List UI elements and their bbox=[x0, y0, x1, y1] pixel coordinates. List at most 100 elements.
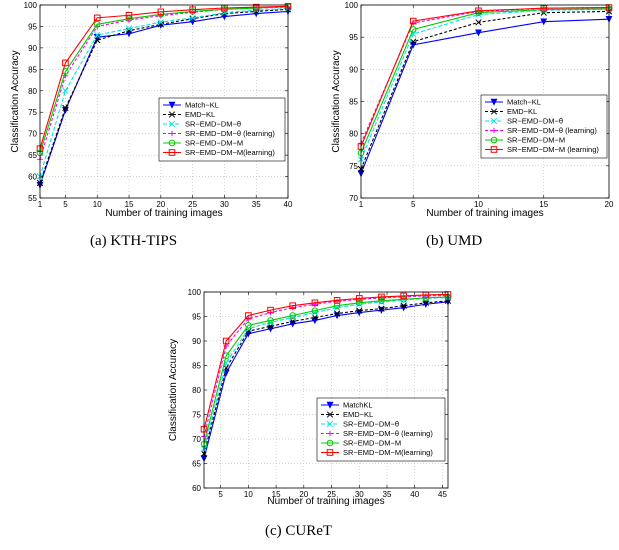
plot-frame bbox=[39, 4, 289, 199]
y-tick-label: 90 bbox=[192, 337, 201, 346]
x-tick-label: 10 bbox=[244, 490, 253, 499]
legend-label-0: MatchKL bbox=[343, 401, 373, 410]
x-tick-label: 35 bbox=[252, 200, 261, 209]
x-axis-label: Number of training images bbox=[426, 208, 543, 219]
x-tick-label: 5 bbox=[218, 490, 223, 499]
legend-label-4: SR−EMD−DM−M bbox=[507, 136, 565, 145]
caption-a: (a) KTH-TIPS bbox=[90, 233, 178, 249]
data-point bbox=[94, 31, 101, 39]
data-point bbox=[311, 307, 319, 314]
legend-marker-0 bbox=[490, 98, 498, 106]
y-tick-label: 65 bbox=[192, 460, 201, 469]
series-line-5 bbox=[39, 5, 289, 149]
series-line-2 bbox=[360, 8, 610, 160]
data-point bbox=[289, 312, 297, 319]
x-tick-label: 15 bbox=[125, 200, 134, 209]
legend-label-5: SR−EMD−DM−M (learning) bbox=[507, 145, 599, 154]
y-tick-label: 75 bbox=[192, 411, 201, 420]
y-tick-label: 95 bbox=[349, 33, 358, 42]
series-line-3 bbox=[203, 294, 449, 437]
legend-label-1: EMD−KL bbox=[507, 107, 537, 116]
legend-marker-4 bbox=[490, 136, 498, 144]
legend-label-2: SR−EMD−DM−θ bbox=[185, 120, 241, 129]
y-tick-label: 100 bbox=[345, 1, 359, 10]
legend-label-4: SR−EMD−DM−M bbox=[343, 439, 401, 448]
data-point bbox=[189, 6, 196, 14]
legend-marker-4 bbox=[326, 439, 334, 447]
y-tick-label: 100 bbox=[188, 288, 202, 297]
y-tick-label: 60 bbox=[192, 484, 201, 493]
legend-label-0: Match−KL bbox=[507, 98, 541, 107]
x-tick-label: 10 bbox=[474, 200, 483, 209]
data-point bbox=[94, 37, 101, 44]
plot-frame bbox=[360, 4, 610, 199]
y-tick-label: 85 bbox=[28, 65, 37, 74]
legend-marker-3 bbox=[491, 127, 497, 134]
data-point bbox=[157, 19, 164, 26]
series-line-5 bbox=[203, 293, 449, 430]
legend-marker-0 bbox=[168, 101, 176, 109]
legend-label-2: SR−EMD−DM−θ bbox=[343, 420, 399, 429]
y-tick-label: 60 bbox=[28, 173, 37, 182]
x-tick-label: 30 bbox=[220, 200, 229, 209]
data-point bbox=[252, 3, 260, 11]
chart-2: 5 10 15 20 25 30 35 40 45 60 65 70 75 80 85 90 95 100 Numb… bbox=[168, 288, 452, 507]
x-tick-label: 10 bbox=[93, 200, 102, 209]
data-point bbox=[356, 307, 363, 314]
data-point bbox=[157, 8, 165, 16]
y-tick-label: 85 bbox=[192, 362, 201, 371]
series-line-1 bbox=[39, 8, 289, 184]
legend-label-3: SR−EMD−DM−θ (learning) bbox=[185, 129, 275, 138]
y-tick-label: 80 bbox=[349, 130, 358, 139]
y-tick-label: 95 bbox=[192, 313, 201, 322]
legend-marker-0 bbox=[326, 401, 334, 409]
legend-marker-2 bbox=[490, 117, 498, 125]
data-point bbox=[355, 299, 363, 307]
y-tick-label: 90 bbox=[28, 44, 37, 53]
caption-c: (c) CUReT bbox=[265, 523, 333, 539]
data-point bbox=[475, 19, 482, 26]
data-point bbox=[540, 4, 548, 12]
data-point bbox=[125, 27, 133, 34]
legend-label-1: EMD−KL bbox=[343, 410, 373, 419]
legend-box bbox=[316, 397, 446, 462]
legend-marker-3 bbox=[169, 130, 175, 137]
legend-marker-1 bbox=[490, 108, 498, 115]
legend-label-0: Match−KL bbox=[185, 101, 219, 110]
data-point bbox=[333, 310, 341, 317]
legend-marker-1 bbox=[168, 111, 176, 118]
y-tick-label: 85 bbox=[349, 98, 358, 107]
x-tick-label: 25 bbox=[188, 200, 197, 209]
y-tick-label: 80 bbox=[192, 386, 201, 395]
legend-label-5: SR−EMD−DM−M(learning) bbox=[185, 148, 275, 157]
data-point bbox=[93, 14, 101, 22]
y-tick-label: 65 bbox=[28, 151, 37, 160]
x-tick-label: 15 bbox=[539, 200, 548, 209]
data-point bbox=[475, 29, 482, 37]
legend-marker-3 bbox=[327, 430, 333, 437]
y-tick-label: 95 bbox=[28, 22, 37, 31]
data-point bbox=[378, 305, 385, 312]
y-tick-label: 100 bbox=[24, 1, 38, 10]
data-point bbox=[475, 7, 482, 15]
data-point bbox=[400, 302, 407, 309]
data-point bbox=[540, 18, 548, 26]
data-point bbox=[245, 322, 252, 329]
data-point bbox=[355, 295, 363, 302]
y-axis-label: Classification Accuracy bbox=[331, 50, 342, 152]
y-tick-label: 70 bbox=[192, 435, 201, 444]
data-point bbox=[222, 352, 230, 360]
data-point bbox=[245, 316, 252, 322]
y-tick-label: 70 bbox=[28, 130, 37, 139]
x-tick-label: 45 bbox=[438, 490, 447, 499]
data-point bbox=[62, 59, 69, 67]
x-tick-label: 5 bbox=[411, 200, 416, 209]
legend-marker-1 bbox=[326, 411, 334, 418]
legend-label-5: SR−EMD−DM−M(learning) bbox=[343, 448, 433, 457]
y-axis-label: Classification Accuracy bbox=[10, 50, 21, 152]
x-tick-label: 5 bbox=[63, 200, 68, 209]
legend-box bbox=[158, 97, 286, 162]
data-point bbox=[62, 87, 69, 94]
data-point bbox=[289, 302, 297, 310]
plot-frame bbox=[203, 291, 449, 489]
